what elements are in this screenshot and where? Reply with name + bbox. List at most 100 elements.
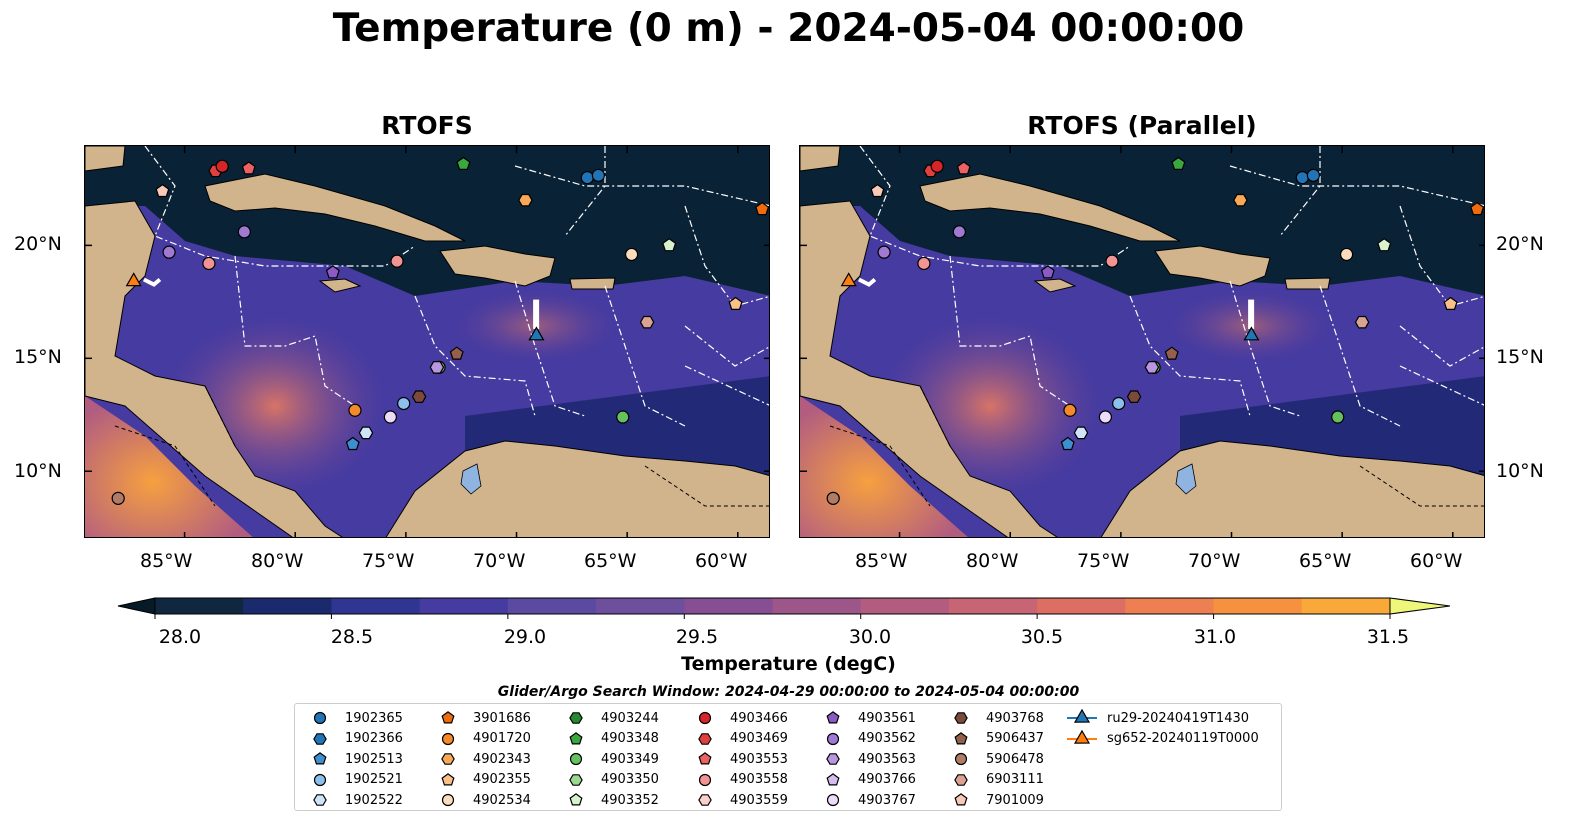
lon-tick-label: 80°W — [966, 550, 1019, 572]
legend-label: 4902534 — [473, 792, 531, 808]
legend-marker — [569, 774, 583, 786]
float-marker — [1060, 436, 1075, 451]
lon-tick-label: 65°W — [1299, 550, 1352, 572]
legend-marker — [1073, 709, 1091, 724]
legend-marker-icon — [826, 773, 840, 786]
legend-marker — [698, 752, 712, 765]
legend-marker-icon — [569, 753, 583, 766]
float-marker — [429, 361, 445, 374]
legend-marker — [826, 711, 840, 724]
float-marker — [591, 168, 605, 182]
legend-label: 4903469 — [730, 731, 788, 747]
glider-track-ru29 — [533, 299, 540, 329]
land-mass — [1154, 245, 1271, 287]
lat-tick-label: 10°N — [14, 460, 62, 482]
legend-marker-icon — [698, 794, 712, 807]
legend-marker — [441, 732, 455, 745]
float-marker — [411, 390, 427, 403]
land-mass — [800, 146, 841, 172]
float-marker — [1040, 265, 1055, 279]
colorbar-segment — [1037, 598, 1126, 614]
colorbar-tick-label: 30.0 — [848, 626, 892, 648]
legend-marker-icon — [569, 712, 583, 725]
legend-marker — [826, 753, 840, 766]
legend-label: 4902343 — [473, 751, 531, 767]
legend-label: 5906478 — [986, 751, 1044, 767]
land-mass — [318, 278, 362, 293]
legend-label: 4903553 — [730, 751, 788, 767]
legend-label: 4903558 — [730, 772, 788, 788]
colorbar-tick-label: 30.5 — [1020, 626, 1064, 648]
legend-label: ru29-20240419T1430 — [1107, 710, 1250, 726]
legend-marker — [313, 733, 327, 745]
legend-marker — [1073, 729, 1091, 744]
colorbar-segment — [1125, 598, 1215, 614]
legend-marker-icon — [441, 773, 455, 786]
legend-marker-icon — [569, 732, 583, 745]
float-marker — [1144, 361, 1160, 374]
land-mass — [85, 146, 126, 172]
float-marker — [877, 245, 891, 259]
legend-item: 7901009 — [944, 790, 1044, 811]
legend-item: 1902513 — [303, 749, 403, 770]
legend-marker-icon — [1067, 729, 1097, 744]
legend-item: 4902534 — [431, 790, 531, 811]
legend-item: 1902365 — [303, 708, 403, 729]
colorbar-segment — [331, 598, 421, 614]
map-rtofs-parallel — [800, 146, 1484, 537]
legend-label: 4903559 — [730, 792, 788, 808]
float-marker — [917, 256, 931, 271]
legend-item: 1902366 — [303, 729, 403, 750]
legend-marker-icon — [826, 711, 840, 724]
legend-marker — [698, 773, 712, 786]
float-marker — [662, 238, 677, 252]
colorbar — [117, 597, 1451, 619]
float-marker — [1112, 396, 1126, 411]
legend-marker — [954, 732, 968, 745]
land-mass — [1284, 277, 1331, 290]
glider-marker — [125, 272, 142, 287]
legend-marker — [698, 794, 712, 807]
legend-marker-icon — [313, 752, 327, 765]
legend-item: 6903111 — [944, 770, 1044, 791]
legend-marker-icon — [441, 794, 455, 807]
float-marker — [870, 183, 885, 198]
legend-label: 4903766 — [858, 772, 916, 788]
land-mass — [1033, 278, 1077, 293]
land-mass — [919, 173, 1181, 242]
legend-item: 4903562 — [816, 729, 916, 750]
legend-item: 4903766 — [816, 770, 916, 791]
float-marker — [1233, 193, 1248, 207]
land-mass — [439, 245, 556, 287]
legend-item: 4903349 — [559, 749, 659, 770]
lon-tick-label: 65°W — [584, 550, 637, 572]
legend-label: 4901720 — [473, 731, 531, 747]
float-marker — [215, 159, 229, 173]
legend-label: 4903244 — [601, 710, 659, 726]
float-marker — [456, 156, 471, 170]
legend-marker — [441, 773, 455, 786]
legend-marker — [954, 712, 968, 725]
legend-marker-icon — [313, 733, 327, 745]
legend-marker-icon — [313, 794, 327, 807]
colorbar-label: Temperature (degC) — [681, 653, 896, 675]
float-marker — [111, 491, 125, 505]
legend-marker — [441, 753, 455, 766]
colorbar-tick-label: 28.5 — [330, 626, 374, 648]
float-marker — [237, 225, 251, 239]
legend-item: 3901686 — [431, 708, 531, 729]
float-marker — [956, 161, 971, 175]
legend-marker-icon — [826, 794, 840, 807]
colorbar-segment — [860, 598, 950, 614]
legend-label: 4903349 — [601, 751, 659, 767]
legend-label: 1902365 — [345, 710, 403, 726]
colorbar-tick-label: 29.0 — [503, 626, 547, 648]
legend-label: 1902366 — [345, 731, 403, 747]
lon-tick-label: 75°W — [1077, 550, 1130, 572]
float-marker — [155, 183, 170, 198]
colorbar-segment — [507, 598, 597, 614]
legend-item: 4903563 — [816, 749, 916, 770]
legend-label: 6903111 — [986, 772, 1044, 788]
colorbar-segment — [1301, 598, 1391, 614]
legend-label: 1902521 — [345, 772, 403, 788]
